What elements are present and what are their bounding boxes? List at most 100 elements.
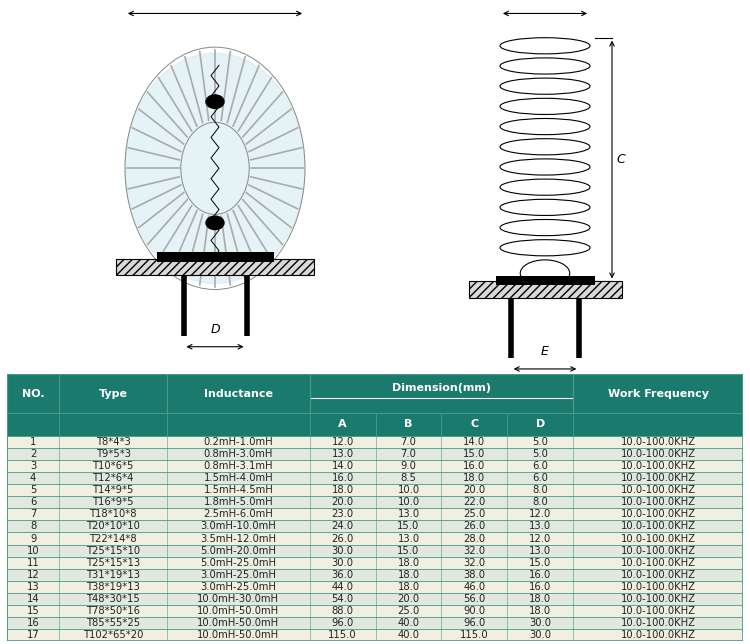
Text: 1: 1 [30, 437, 36, 447]
Text: 10.0-100.0KHZ: 10.0-100.0KHZ [621, 485, 696, 495]
Text: 10.0-100.0KHZ: 10.0-100.0KHZ [621, 545, 696, 556]
Text: 10.0-100.0KHZ: 10.0-100.0KHZ [621, 461, 696, 471]
Bar [7, 374, 743, 413]
Text: 8: 8 [30, 522, 36, 531]
Bar [7, 533, 743, 545]
Text: 12.0: 12.0 [529, 509, 551, 519]
Text: 13.0: 13.0 [398, 533, 419, 544]
Text: 15.0: 15.0 [398, 545, 419, 556]
Bar [7, 569, 743, 581]
Text: 5.0: 5.0 [532, 437, 548, 447]
Text: 9: 9 [30, 533, 36, 544]
Text: 7.0: 7.0 [400, 437, 416, 447]
Text: 3.0mH-10.0mH: 3.0mH-10.0mH [200, 522, 276, 531]
Text: 6.0: 6.0 [532, 473, 548, 483]
Text: 30.0: 30.0 [332, 545, 353, 556]
Text: 1.8mH-5.0mH: 1.8mH-5.0mH [203, 497, 273, 507]
Text: 115.0: 115.0 [328, 630, 357, 640]
Text: 30.0: 30.0 [332, 558, 353, 568]
Ellipse shape [500, 240, 590, 256]
Text: 5.0: 5.0 [532, 449, 548, 459]
Text: 36.0: 36.0 [332, 570, 354, 580]
Text: B: B [541, 0, 549, 3]
Text: 115.0: 115.0 [460, 630, 489, 640]
Bar [7, 496, 743, 508]
Bar [7, 520, 743, 533]
Text: 6: 6 [30, 497, 36, 507]
Text: 10.0-100.0KHZ: 10.0-100.0KHZ [621, 509, 696, 519]
Text: T48*30*15: T48*30*15 [86, 594, 140, 604]
Text: Type: Type [99, 388, 128, 399]
Text: 26.0: 26.0 [332, 533, 354, 544]
Text: 18.0: 18.0 [398, 558, 419, 568]
Bar [157, 252, 274, 262]
Text: 88.0: 88.0 [332, 606, 353, 616]
Text: T22*14*8: T22*14*8 [89, 533, 137, 544]
Text: 14.0: 14.0 [332, 461, 354, 471]
Ellipse shape [500, 118, 590, 135]
Text: 13.0: 13.0 [398, 509, 419, 519]
Text: 2.5mH-6.0mH: 2.5mH-6.0mH [203, 509, 273, 519]
Text: 10.0-100.0KHZ: 10.0-100.0KHZ [621, 497, 696, 507]
Text: 4: 4 [30, 473, 36, 483]
Ellipse shape [520, 260, 570, 287]
Bar [7, 413, 743, 435]
Text: 10.0-100.0KHZ: 10.0-100.0KHZ [621, 558, 696, 568]
Text: 46.0: 46.0 [464, 582, 485, 592]
Text: 15.0: 15.0 [529, 558, 551, 568]
Text: 24.0: 24.0 [332, 522, 354, 531]
Text: 10: 10 [27, 545, 40, 556]
Text: 6.0: 6.0 [532, 461, 548, 471]
Text: 12.0: 12.0 [529, 533, 551, 544]
Text: 16.0: 16.0 [464, 461, 485, 471]
Text: 96.0: 96.0 [464, 618, 485, 629]
Text: 13.0: 13.0 [530, 522, 551, 531]
Text: 90.0: 90.0 [464, 606, 485, 616]
Bar [7, 472, 743, 484]
Text: 18.0: 18.0 [530, 594, 551, 604]
Text: 25.0: 25.0 [464, 509, 485, 519]
Text: 2: 2 [30, 449, 36, 459]
Text: 7.0: 7.0 [400, 449, 416, 459]
Bar [7, 435, 743, 448]
Text: 7: 7 [30, 509, 36, 519]
Text: 38.0: 38.0 [464, 570, 485, 580]
Text: 30.0: 30.0 [530, 618, 551, 629]
Text: 10.0-100.0KHZ: 10.0-100.0KHZ [621, 449, 696, 459]
Bar [7, 605, 743, 617]
Text: A: A [338, 419, 347, 430]
Text: 18.0: 18.0 [464, 473, 485, 483]
Text: 16: 16 [27, 618, 40, 629]
Text: T12*6*4: T12*6*4 [92, 473, 134, 483]
Text: 18.0: 18.0 [398, 570, 419, 580]
Text: 5.0mH-25.0mH: 5.0mH-25.0mH [200, 558, 276, 568]
Text: 10.0mH-50.0mH: 10.0mH-50.0mH [197, 618, 280, 629]
Text: D: D [536, 419, 544, 430]
Text: 10.0mH-50.0mH: 10.0mH-50.0mH [197, 606, 280, 616]
Bar [7, 581, 743, 593]
Text: 28.0: 28.0 [464, 533, 485, 544]
Ellipse shape [500, 99, 590, 115]
Text: 15.0: 15.0 [464, 449, 485, 459]
Bar [496, 276, 595, 285]
Text: 10.0-100.0KHZ: 10.0-100.0KHZ [621, 582, 696, 592]
Text: 16.0: 16.0 [332, 473, 354, 483]
Text: 5.0mH-20.0mH: 5.0mH-20.0mH [200, 545, 276, 556]
Ellipse shape [500, 220, 590, 236]
Text: 10.0-100.0KHZ: 10.0-100.0KHZ [621, 437, 696, 447]
Text: T38*19*13: T38*19*13 [86, 582, 140, 592]
Text: 12: 12 [27, 570, 40, 580]
Text: 12.0: 12.0 [332, 437, 354, 447]
Text: T25*15*10: T25*15*10 [86, 545, 140, 556]
Text: 10.0-100.0KHZ: 10.0-100.0KHZ [621, 522, 696, 531]
Text: C: C [616, 153, 625, 166]
Ellipse shape [206, 216, 224, 230]
Text: 18.0: 18.0 [530, 606, 551, 616]
Bar [7, 460, 743, 472]
Text: 20.0: 20.0 [332, 497, 354, 507]
Text: 17: 17 [27, 630, 40, 640]
Text: T8*4*3: T8*4*3 [96, 437, 130, 447]
Text: 20.0: 20.0 [464, 485, 485, 495]
Text: 3.0mH-25.0mH: 3.0mH-25.0mH [200, 582, 276, 592]
Text: Work Frequency: Work Frequency [608, 388, 709, 399]
